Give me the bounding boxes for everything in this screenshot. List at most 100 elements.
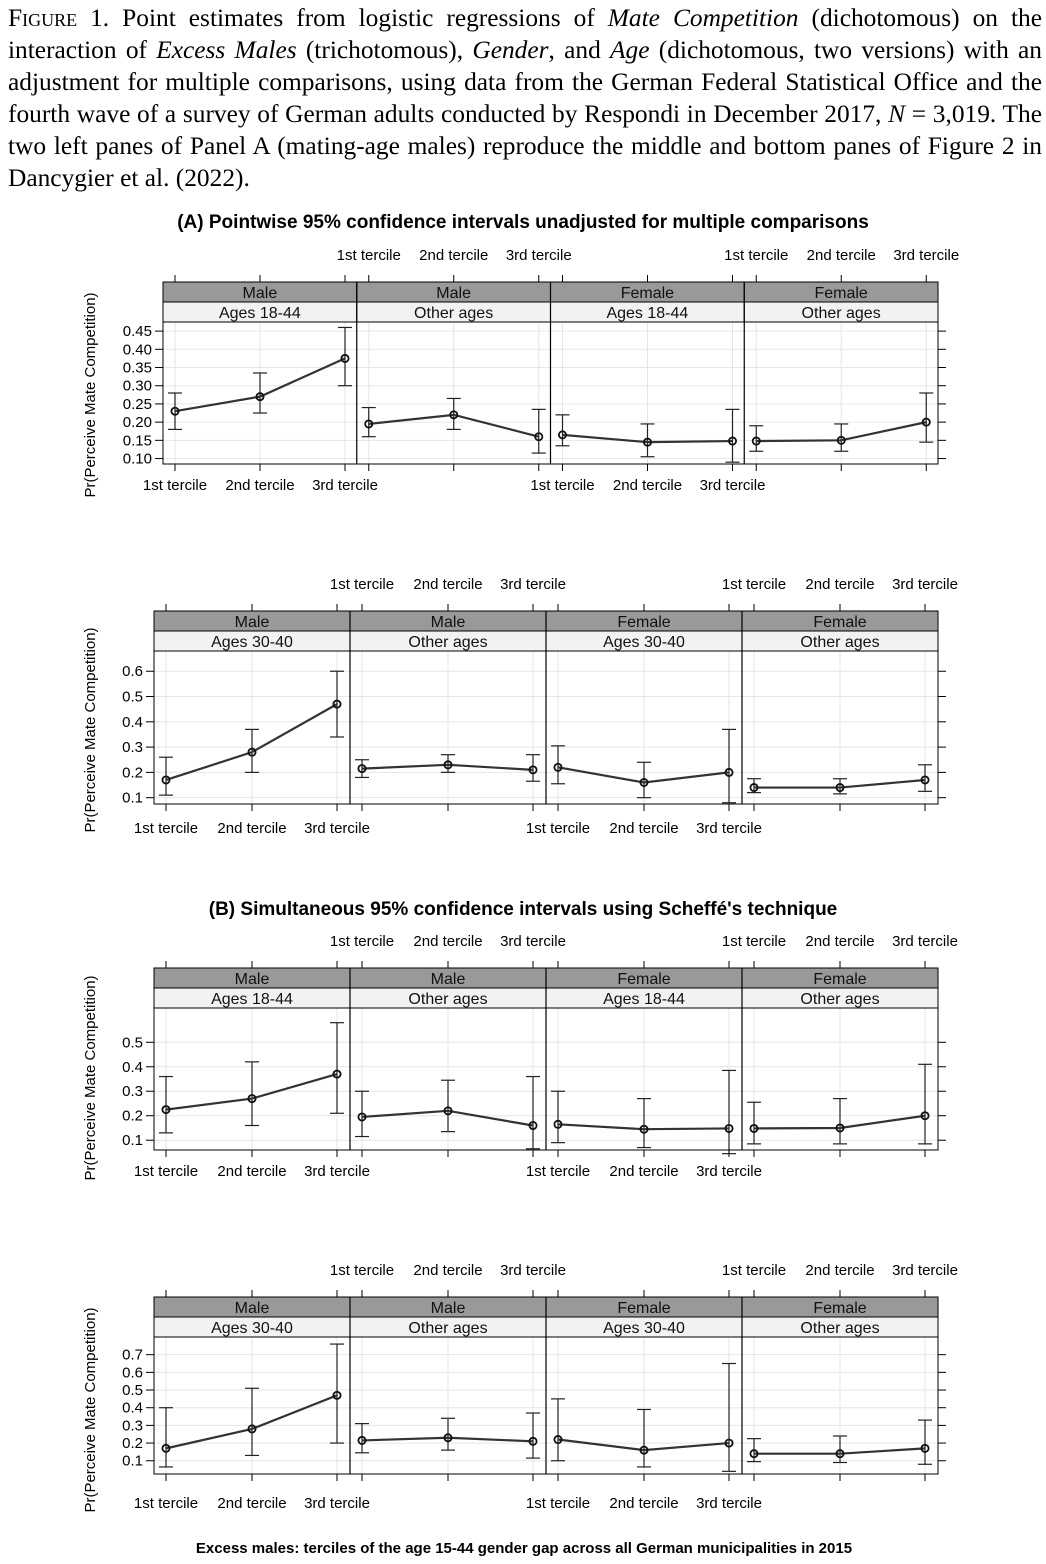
x-tick-label: 1st tercile <box>530 477 594 494</box>
x-tick-label-top: 1st tercile <box>722 933 786 950</box>
strip-age-label: Other ages <box>800 991 879 1008</box>
y-tick-label: 0.4 <box>122 1059 143 1076</box>
x-tick-label: 3rd tercile <box>312 477 378 494</box>
y-tick-label: 0.1 <box>122 1453 143 1470</box>
x-tick-label-top: 3rd tercile <box>506 247 572 264</box>
data-point <box>534 432 544 442</box>
figure-caption: Figure 1. Point estimates from logistic … <box>8 2 1042 194</box>
facet-4-1: Male Ages 30-40 <box>153 1296 351 1468</box>
y-tick-label: 0.2 <box>122 764 143 781</box>
strip-age-label: Other ages <box>414 305 493 322</box>
y-tick-label: 0.6 <box>122 1364 143 1381</box>
x-tick-label: 2nd tercile <box>613 477 682 494</box>
x-tick-label-top: 3rd tercile <box>500 933 566 950</box>
series-line <box>165 1394 338 1450</box>
strip-gender-label: Male <box>431 614 466 631</box>
series-line <box>557 1438 730 1452</box>
y-axis-label: Pr(Perceive Mate Competition) <box>82 292 99 497</box>
facet-3-4: Female Other ages <box>741 967 939 1145</box>
data-point <box>724 1438 734 1448</box>
data-point <box>443 1106 453 1116</box>
y-axis-label: Pr(Perceive Mate Competition) <box>82 975 99 1180</box>
series-line <box>756 421 927 443</box>
data-point <box>357 1112 367 1122</box>
y-tick-label: 0.4 <box>122 714 143 731</box>
data-point <box>643 437 653 447</box>
strip-age-label: Ages 30-40 <box>211 634 293 651</box>
data-point <box>749 1123 759 1133</box>
data-point <box>161 775 171 785</box>
x-tick-label: 3rd tercile <box>304 820 370 837</box>
strip-age-label: Ages 18-44 <box>603 991 685 1008</box>
data-point <box>920 1443 930 1453</box>
y-tick-label: 0.5 <box>122 1034 143 1051</box>
caption-text: (trichotomous), <box>296 36 473 64</box>
strip-age-label: Other ages <box>800 1320 879 1337</box>
strip-age-label: Ages 18-44 <box>219 305 301 322</box>
facet-3-3: Female Ages 18-44 <box>545 967 743 1155</box>
series-line <box>557 1123 730 1131</box>
series-line <box>174 357 346 413</box>
y-tick-label: 0.35 <box>123 360 152 377</box>
series-line <box>562 433 733 444</box>
facet-3-2: Male Other ages <box>349 967 547 1150</box>
strip-age-label: Other ages <box>802 305 881 322</box>
caption-text: Age <box>610 36 650 64</box>
data-point <box>553 762 563 772</box>
y-axis-label: Pr(Perceive Mate Competition) <box>82 1307 99 1512</box>
data-point <box>553 1435 563 1445</box>
caption-text: Gender <box>472 36 549 64</box>
section-title-a: (A) Pointwise 95% confidence intervals u… <box>177 212 869 233</box>
data-point <box>724 1123 734 1133</box>
x-tick-label: 2nd tercile <box>609 820 678 837</box>
strip-gender-label: Male <box>235 971 270 988</box>
series-line <box>557 766 730 784</box>
strip-age-label: Other ages <box>408 1320 487 1337</box>
strip-age-label: Ages 30-40 <box>603 1320 685 1337</box>
x-tick-label-top: 2nd tercile <box>805 933 874 950</box>
x-tick-label-top: 3rd tercile <box>500 576 566 593</box>
facet-4-4: Female Other ages <box>741 1296 939 1465</box>
y-tick-label: 0.3 <box>122 1083 143 1100</box>
data-point <box>255 392 265 402</box>
strip-age-label: Ages 18-44 <box>606 305 688 322</box>
data-point <box>443 760 453 770</box>
data-point <box>751 436 761 446</box>
caption-text: = 3,019. The two left panes of Panel A (… <box>8 100 1042 192</box>
x-tick-label: 1st tercile <box>526 1163 590 1180</box>
data-point <box>528 765 538 775</box>
x-tick-label: 3rd tercile <box>304 1163 370 1180</box>
x-tick-label: 2nd tercile <box>609 1163 678 1180</box>
panel-2: Male Ages 30-40 Male Other ages Female Ages 3… <box>82 576 958 837</box>
x-tick-label-top: 2nd tercile <box>413 1262 482 1279</box>
x-tick-label: 2nd tercile <box>217 1495 286 1512</box>
caption-text: (dichotomous) on the interaction of <box>8 4 1043 64</box>
y-tick-label: 0.5 <box>122 689 143 706</box>
data-point <box>639 778 649 788</box>
panel-3: Male Ages 18-44 Male Other ages Female Ages 1… <box>82 933 958 1181</box>
strip-age-label: Other ages <box>408 991 487 1008</box>
strip-gender-label: Male <box>243 285 278 302</box>
x-tick-label: 1st tercile <box>134 820 198 837</box>
caption-text: (dichotomous, two versions) with an adju… <box>8 36 1043 128</box>
data-point <box>553 1119 563 1129</box>
data-point <box>247 1424 257 1434</box>
x-tick-label-top: 1st tercile <box>330 1262 394 1279</box>
strip-gender-label: Male <box>436 285 471 302</box>
caption-text: Point estimates from logistic regression… <box>109 4 608 32</box>
facet-1-1: Male Ages 18-44 <box>162 281 358 431</box>
series-line <box>165 1073 338 1111</box>
facet-4-3: Female Ages 30-40 <box>545 1296 743 1472</box>
strip-gender-label: Male <box>235 614 270 631</box>
series-line <box>361 1436 534 1443</box>
y-tick-label: 0.45 <box>123 323 152 340</box>
caption-text: Excess Males <box>156 36 297 64</box>
caption-text: Mate Competition <box>607 4 799 32</box>
x-tick-label: 2nd tercile <box>609 1495 678 1512</box>
data-point <box>332 699 342 709</box>
strip-gender-label: Female <box>813 614 866 631</box>
x-tick-label: 1st tercile <box>134 1495 198 1512</box>
data-point <box>835 1123 845 1133</box>
data-point <box>340 353 350 363</box>
